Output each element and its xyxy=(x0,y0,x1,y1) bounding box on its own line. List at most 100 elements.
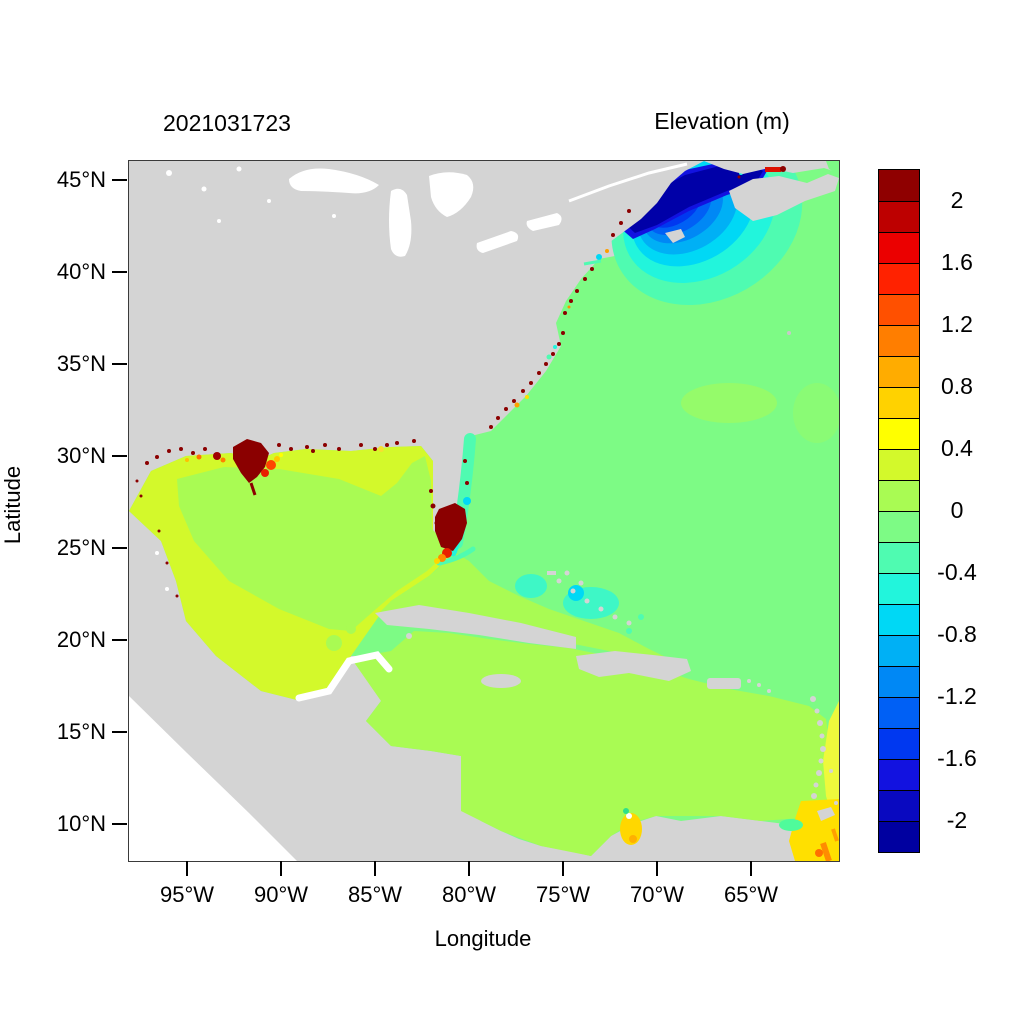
colorbar-cell xyxy=(879,325,919,356)
y-tick-mark xyxy=(112,639,127,641)
colorbar-cell xyxy=(879,418,919,449)
y-tick-label: 30°N xyxy=(56,443,106,468)
trinidad xyxy=(817,807,835,821)
lesser-antilles xyxy=(810,696,833,799)
gulf-of-mexico-interior xyxy=(177,456,451,631)
x-tick-label: 65°W xyxy=(723,882,779,907)
jamaica xyxy=(481,674,521,688)
colorbar-cell xyxy=(879,821,919,852)
orinoco-orange-streak xyxy=(820,842,832,861)
plot-timestamp-title: 2021031723 xyxy=(163,110,291,136)
x-tick-label: 95°W xyxy=(159,882,215,907)
y-tick-mark xyxy=(112,271,127,273)
colorbar-cell xyxy=(879,573,919,604)
new-england-specks xyxy=(583,209,631,266)
straits-bahamas-region xyxy=(379,553,674,661)
pacific-white-region xyxy=(129,696,297,861)
gulf-of-maine-anomaly xyxy=(611,161,803,306)
colorbar-tick-label: -2 xyxy=(946,807,968,833)
colorbar xyxy=(878,169,920,853)
y-tick-label: 35°N xyxy=(56,351,106,376)
x-tick-mark xyxy=(186,861,188,876)
campeche-green-spot xyxy=(346,624,356,634)
tobago xyxy=(834,801,838,805)
colorbar-tick-label: -1.6 xyxy=(937,745,977,771)
colorbar-tick-label: 0 xyxy=(950,497,964,523)
y-tick-mark xyxy=(112,823,127,825)
colorbar-cell xyxy=(879,263,919,294)
colorbar-tick-label: 2 xyxy=(950,187,964,213)
colorbar-cell xyxy=(879,232,919,263)
colorbar-cell xyxy=(879,728,919,759)
x-tick-mark xyxy=(750,861,752,876)
colorbar-tick-label: 1.2 xyxy=(941,311,973,337)
colorbar-cell xyxy=(879,294,919,325)
orinoco-orange-streak xyxy=(831,828,839,842)
colorbar-tick-label: -1.2 xyxy=(937,683,977,709)
x-tick-mark xyxy=(374,861,376,876)
inland-lakes xyxy=(155,162,688,591)
y-tick-mark xyxy=(112,179,127,181)
bermuda xyxy=(787,331,791,335)
colorbar-cell xyxy=(879,449,919,480)
atlantic-light-patch xyxy=(681,383,777,423)
x-tick-label: 75°W xyxy=(535,882,591,907)
y-tick-mark xyxy=(112,731,127,733)
south-florida-extreme xyxy=(429,459,469,564)
y-tick-mark xyxy=(112,455,127,457)
y-tick-label: 40°N xyxy=(56,259,106,284)
colorbar-cell xyxy=(879,635,919,666)
x-tick-mark xyxy=(656,861,658,876)
east-coast-specks xyxy=(489,267,594,429)
colorbar-cell xyxy=(879,511,919,542)
colorbar-cell xyxy=(879,697,919,728)
y-tick-label: 20°N xyxy=(56,627,106,652)
colorbar-cell xyxy=(879,201,919,232)
nova-scotia-red-streaks xyxy=(737,166,786,179)
paria-green-patch xyxy=(779,819,803,831)
cuba xyxy=(375,605,576,649)
orinoco-orange-spot xyxy=(815,849,823,857)
x-axis-title: Longitude xyxy=(434,926,532,951)
y-tick-mark xyxy=(112,363,127,365)
islands xyxy=(375,331,838,821)
x-tick-label: 85°W xyxy=(347,882,403,907)
puerto-rico xyxy=(707,678,741,689)
great-lakes xyxy=(289,168,562,257)
colorbar-tick-label: -0.4 xyxy=(937,559,977,585)
colorbar-title: Elevation (m) xyxy=(654,108,790,134)
se-edge-yellow-strip xyxy=(823,701,839,819)
campeche-green-spot xyxy=(326,635,342,651)
y-tick-label: 25°N xyxy=(56,535,106,560)
colorbar-tick-label: 1.6 xyxy=(941,249,973,275)
mississippi-delta-extreme xyxy=(233,439,283,496)
colorbar-cell xyxy=(879,759,919,790)
colorbar-cell xyxy=(879,387,919,418)
corner-ocean-patch xyxy=(826,161,839,175)
atlantic-light-patch xyxy=(793,383,839,443)
colorbar-cell xyxy=(879,790,919,821)
maracaibo-anomaly xyxy=(620,808,642,845)
colorbar-tick-label: 0.4 xyxy=(941,435,973,461)
x-tick-mark xyxy=(468,861,470,876)
colorbar-cell xyxy=(879,542,919,573)
colorbar-cell xyxy=(879,604,919,635)
x-tick-mark xyxy=(562,861,564,876)
bahamas xyxy=(547,570,632,626)
colorbar-cell xyxy=(879,666,919,697)
x-tick-label: 80°W xyxy=(441,882,497,907)
map-plot-area xyxy=(128,160,840,862)
colorbar-tick-label: -0.8 xyxy=(937,621,977,647)
colorbar-cell xyxy=(879,170,919,201)
y-tick-label: 15°N xyxy=(56,719,106,744)
hispaniola xyxy=(576,651,691,681)
y-tick-label: 45°N xyxy=(56,167,106,192)
colorbar-cell xyxy=(879,356,919,387)
x-tick-mark xyxy=(280,861,282,876)
yucatan-white-band xyxy=(295,651,393,702)
y-tick-mark xyxy=(112,547,127,549)
x-tick-label: 90°W xyxy=(253,882,309,907)
x-tick-label: 70°W xyxy=(629,882,685,907)
colorbar-tick-label: 0.8 xyxy=(941,373,973,399)
